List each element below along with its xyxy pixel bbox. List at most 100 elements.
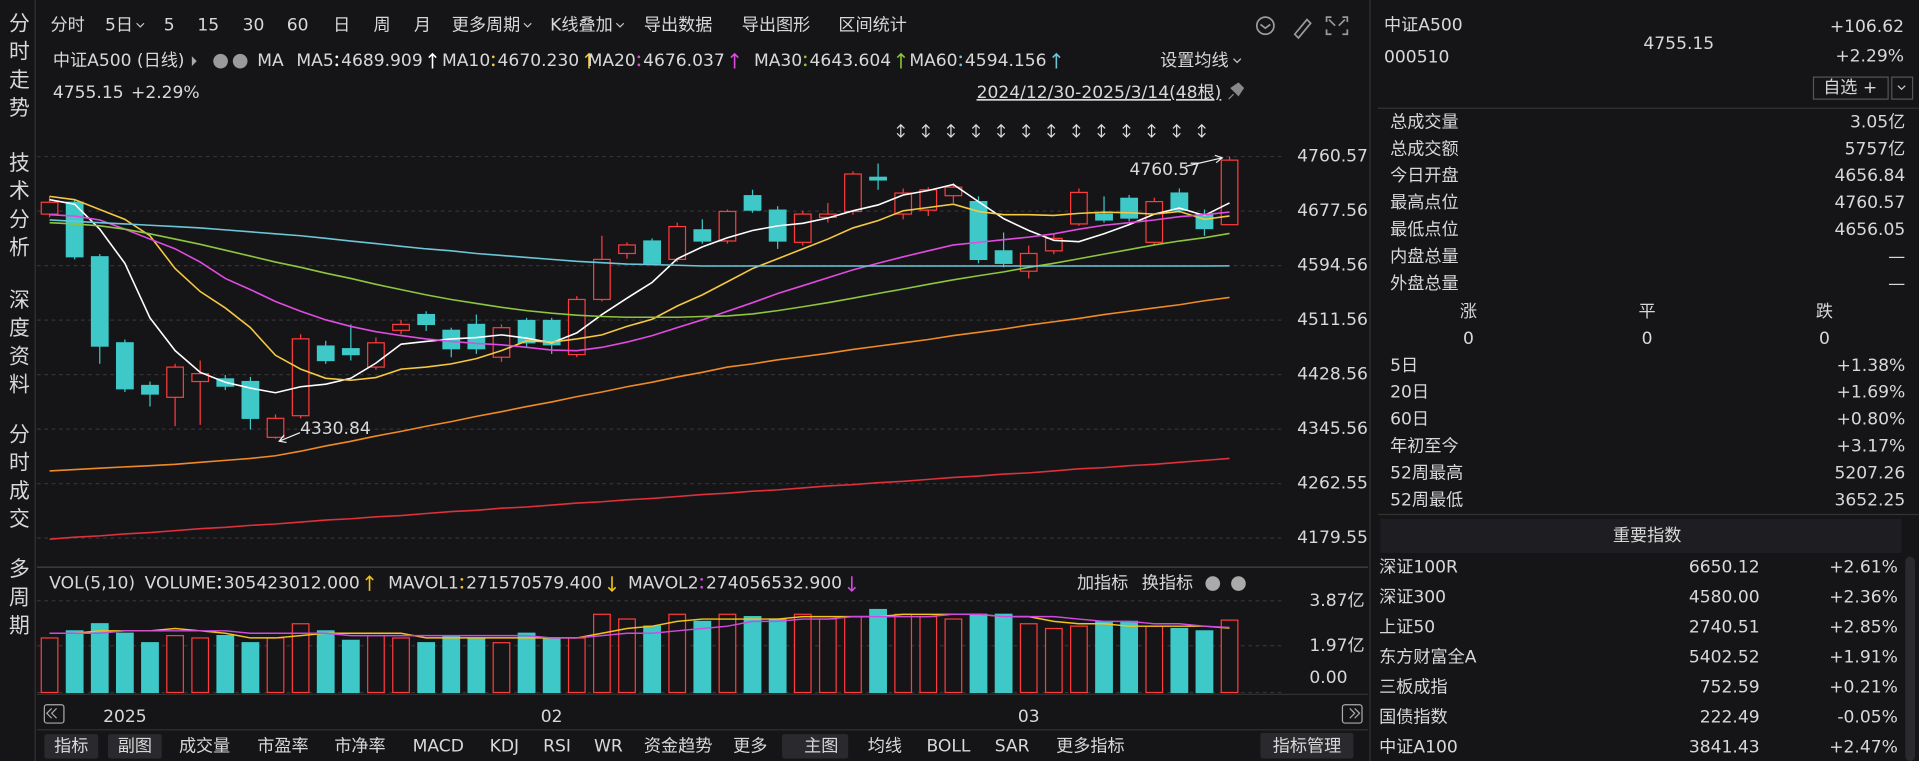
volume-bar xyxy=(341,639,360,694)
return-label: 5日 xyxy=(1390,356,1418,376)
return-label: 60日 xyxy=(1390,410,1429,430)
candle-body xyxy=(718,210,737,242)
trend-arrow xyxy=(1052,52,1061,69)
low-label: 4330.84 xyxy=(300,419,371,439)
toolbar-item[interactable]: 5 xyxy=(164,16,175,36)
toolbar-item[interactable]: 月 xyxy=(414,16,431,36)
bottom-tab[interactable]: KDJ xyxy=(490,736,519,756)
legend-name: VOLUME xyxy=(145,574,217,594)
legend-colon xyxy=(218,577,221,581)
trend-arrow xyxy=(896,52,906,69)
return-value: 5207.26 xyxy=(1834,463,1905,483)
return-label: 52周最高 xyxy=(1390,463,1463,483)
indicator-button[interactable]: 加指标 xyxy=(1077,574,1128,594)
volume-bar xyxy=(944,618,963,694)
candle-body xyxy=(166,366,184,398)
index-name[interactable]: 国债指数 xyxy=(1379,708,1447,728)
bottom-tab[interactable]: 市盈率 xyxy=(257,736,308,756)
toolbar-item[interactable]: 周 xyxy=(373,16,390,36)
bottom-tab[interactable]: BOLL xyxy=(927,736,971,756)
scrollbar[interactable] xyxy=(1905,556,1916,761)
volume-bar xyxy=(1170,627,1189,694)
bottom-tab[interactable]: 均线 xyxy=(868,736,902,756)
bottom-tab[interactable]: 指标 xyxy=(54,736,88,756)
toolbar-item[interactable]: 导出数据 xyxy=(644,16,712,36)
legend-name: MA20 xyxy=(588,51,636,71)
bottom-tab[interactable]: 副图 xyxy=(118,736,152,756)
toolbar-item[interactable]: 更多周期 xyxy=(452,16,520,36)
volume-bar xyxy=(392,637,410,694)
toolbar-item[interactable]: 15 xyxy=(197,16,219,36)
volume-bar xyxy=(668,613,687,694)
nav-tab[interactable]: 分时成交 xyxy=(5,423,29,536)
bottom-tab[interactable]: WR xyxy=(594,736,623,756)
close-icon[interactable] xyxy=(1231,576,1246,591)
index-value: 752.59 xyxy=(1700,678,1760,698)
bottom-tab[interactable]: 更多 xyxy=(733,736,767,756)
volume-bar xyxy=(115,632,134,694)
volume-bar xyxy=(141,642,159,694)
index-value: 2740.51 xyxy=(1689,618,1760,638)
marker-icon xyxy=(996,123,1006,138)
candle-body xyxy=(40,201,59,215)
candle-body xyxy=(316,345,335,362)
nav-tab[interactable]: 深度资料 xyxy=(5,289,29,402)
candle-body xyxy=(392,323,410,331)
index-name[interactable]: 三板成指 xyxy=(1379,678,1447,698)
watch-button-bg[interactable] xyxy=(1812,76,1889,100)
candle-body xyxy=(944,186,963,197)
index-header-bg xyxy=(1380,518,1902,554)
index-name[interactable]: 上证50 xyxy=(1379,618,1435,638)
quote-price: 4755.15 xyxy=(1643,34,1714,54)
nav-tab[interactable]: 多周期 xyxy=(5,558,29,642)
toolbar-item[interactable]: 导出图形 xyxy=(742,16,810,36)
manage-button[interactable]: 指标管理 xyxy=(1273,736,1341,756)
index-name[interactable]: 深证300 xyxy=(1379,588,1446,608)
ma-settings-icons[interactable] xyxy=(213,53,248,69)
legend-name: MA10 xyxy=(442,51,490,71)
nav-tab[interactable]: 分时走势 xyxy=(5,12,29,125)
bottom-tab[interactable]: 市净率 xyxy=(334,736,385,756)
caret xyxy=(1233,58,1242,64)
candle-body xyxy=(1095,213,1113,221)
bottom-tab[interactable]: 更多指标 xyxy=(1056,736,1124,756)
watch-menu[interactable] xyxy=(1891,76,1914,100)
pager[interactable] xyxy=(43,704,1363,724)
toolbar-item[interactable]: K线叠加 xyxy=(550,16,613,36)
bottom-tab[interactable]: RSI xyxy=(543,736,571,756)
index-name[interactable]: 东方财富全A xyxy=(1379,648,1477,668)
toolbar-item[interactable]: 区间统计 xyxy=(838,16,906,36)
high-arrow xyxy=(1185,154,1224,167)
marker-icon xyxy=(1022,123,1031,138)
toolbar-item[interactable]: 日 xyxy=(333,16,350,36)
ma-button[interactable]: 设置均线 xyxy=(1160,51,1228,71)
change-label: +2.29% xyxy=(131,83,200,103)
toolbar-item[interactable]: 分时 xyxy=(50,16,84,36)
index-value: 3841.43 xyxy=(1689,738,1760,758)
watch-button[interactable]: 自选 + xyxy=(1823,78,1877,98)
volume-bar xyxy=(90,623,109,694)
pin-icon[interactable] xyxy=(1228,82,1245,100)
volume-ma-line xyxy=(49,613,1230,639)
legend-colon xyxy=(460,577,464,581)
bottom-tab[interactable]: MACD xyxy=(413,736,464,756)
return-value: +3.17% xyxy=(1837,437,1906,457)
nav-tab[interactable]: 技术分析 xyxy=(5,152,29,265)
range-label: 2024/12/30-2025/3/14(48根) xyxy=(977,83,1222,103)
quote-pct: +2.29% xyxy=(1835,46,1904,66)
bottom-tab[interactable]: SAR xyxy=(995,736,1030,756)
toolbar-item[interactable]: 60 xyxy=(287,16,309,36)
legend-name: MA60 xyxy=(909,51,957,71)
index-name[interactable]: 中证A100 xyxy=(1379,738,1458,758)
bottom-tab[interactable]: 成交量 xyxy=(179,736,230,756)
bottom-tab[interactable]: 资金趋势 xyxy=(644,736,712,756)
bottom-tab[interactable]: 主图 xyxy=(804,736,838,756)
toolbar-item[interactable]: 5日 xyxy=(105,16,133,36)
toolbar-icons[interactable] xyxy=(1255,16,1349,40)
toolbar-item[interactable]: 30 xyxy=(243,16,265,36)
index-name[interactable]: 深证100R xyxy=(1379,558,1458,578)
gear-icon[interactable] xyxy=(1205,576,1221,591)
indicator-button[interactable]: 换指标 xyxy=(1142,574,1193,594)
legend-name: MAVOL1 xyxy=(388,574,459,594)
volume-bar xyxy=(793,613,812,694)
